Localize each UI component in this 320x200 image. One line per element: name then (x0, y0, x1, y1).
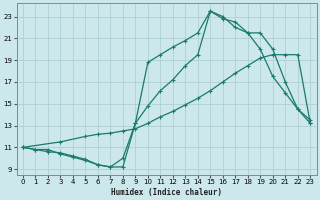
X-axis label: Humidex (Indice chaleur): Humidex (Indice chaleur) (111, 188, 222, 197)
